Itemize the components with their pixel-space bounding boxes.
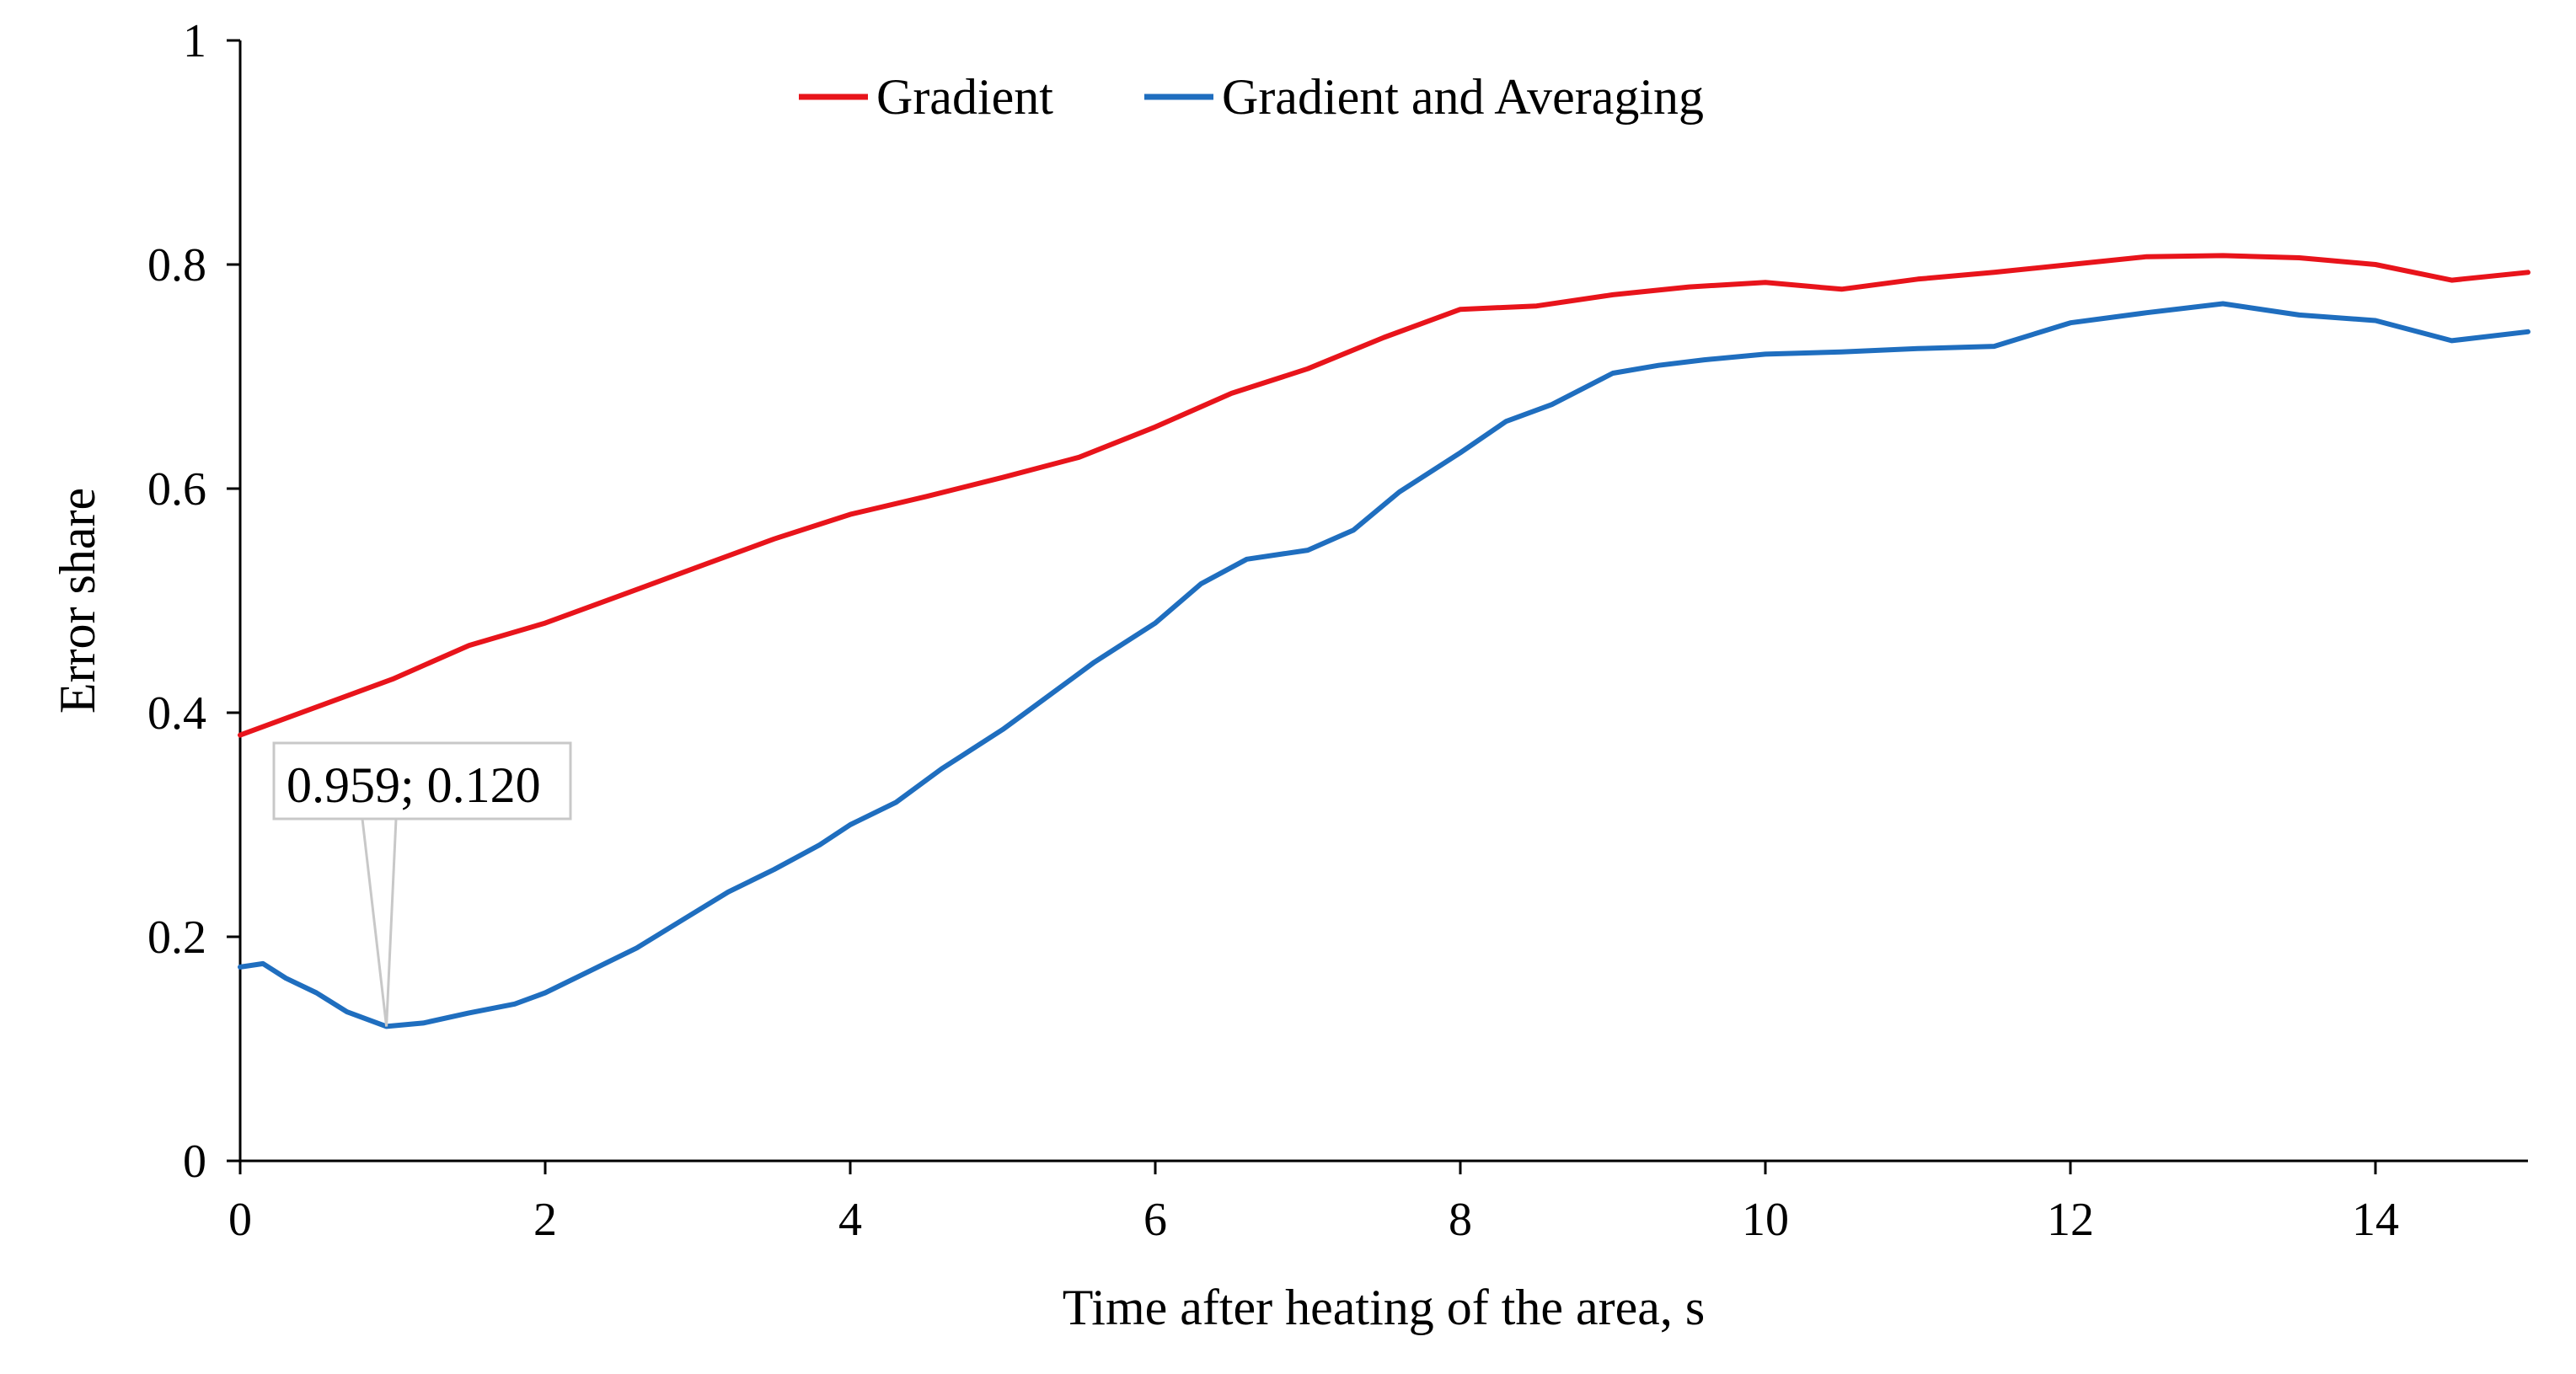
y-tick-label: 0.6 [147, 463, 206, 516]
y-tick-label: 0.8 [147, 239, 206, 291]
callout-leader-line [361, 818, 398, 1027]
x-tick-label: 6 [1143, 1194, 1167, 1246]
y-axis-title: Error share [50, 488, 105, 714]
series-line-gradient-averaging [238, 301, 2530, 1029]
x-tick-label: 2 [533, 1194, 557, 1246]
x-tick-label: 0 [228, 1194, 252, 1246]
y-tick-label: 1 [183, 15, 206, 67]
x-tick-label: 12 [2047, 1194, 2094, 1246]
y-tick-label: 0 [183, 1136, 206, 1188]
data-callout: 0.959; 0.120 [272, 741, 572, 1027]
y-ticks-group: 0 0.2 0.4 0.6 0.8 1 [147, 15, 240, 1188]
callout-label: 0.959; 0.120 [287, 757, 541, 813]
x-tick-label: 8 [1449, 1194, 1472, 1246]
x-axis-title: Time after heating of the area, s [1063, 1280, 1706, 1335]
legend-label-gradient-averaging: Gradient and Averaging [1222, 69, 1704, 125]
x-tick-label: 14 [2352, 1194, 2399, 1246]
x-tick-label: 10 [1742, 1194, 1789, 1246]
series-line-gradient [238, 253, 2530, 738]
series-group [238, 253, 2530, 1029]
y-tick-label: 0.2 [147, 912, 206, 964]
x-tick-label: 4 [838, 1194, 862, 1246]
y-tick-label: 0.4 [147, 687, 206, 740]
callout-box [272, 741, 572, 821]
x-ticks-group: 0 2 4 6 8 10 12 14 [228, 1161, 2399, 1246]
legend-label-gradient: Gradient [876, 69, 1053, 125]
axes-group [238, 40, 2528, 1163]
legend: Gradient Gradient and Averaging [799, 69, 1704, 125]
